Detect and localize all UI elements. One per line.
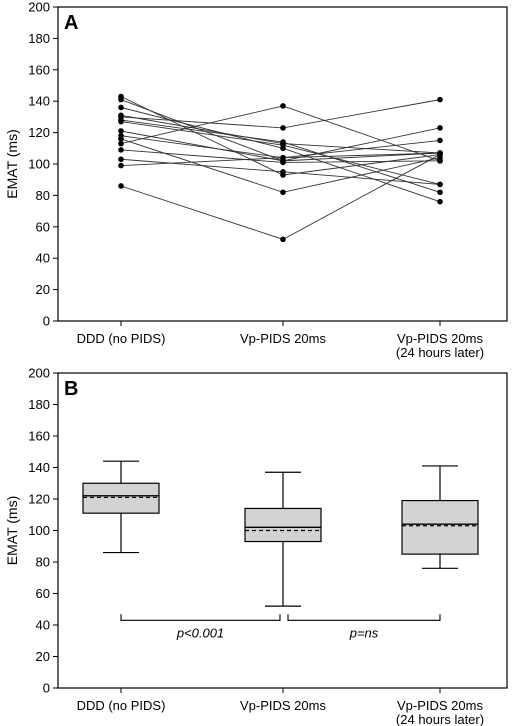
box-2 — [401, 465, 479, 569]
iqr-box — [244, 507, 322, 543]
box-1 — [244, 471, 322, 607]
y-axis-label: EMAT (ms) — [4, 496, 20, 565]
x-tick-label: DDD (no PIDS) — [77, 331, 166, 346]
y-tick-label: 180 — [28, 397, 50, 412]
series-line — [120, 99, 441, 162]
data-point — [118, 104, 124, 111]
y-tick-label: 160 — [28, 62, 50, 77]
y-tick-label: 20 — [36, 649, 50, 664]
y-tick-label: 100 — [28, 157, 50, 172]
y-tick-label: 120 — [28, 125, 50, 140]
data-point — [437, 198, 443, 205]
x-tick-label: (24 hours later) — [396, 345, 484, 360]
comparison-bracket — [120, 614, 281, 621]
data-point — [437, 96, 443, 103]
y-tick-label: 20 — [36, 282, 50, 297]
y-tick-label: 0 — [43, 681, 50, 696]
y-tick-label: 160 — [28, 429, 50, 444]
data-point — [118, 128, 124, 134]
data-point — [437, 189, 443, 196]
series-line — [120, 119, 441, 193]
data-point — [118, 156, 124, 163]
data-point — [118, 96, 124, 103]
y-tick-label: 180 — [28, 31, 50, 46]
x-tick-label: Vp-PIDS 20ms — [397, 698, 483, 713]
data-point — [437, 158, 443, 164]
y-tick-label: 100 — [28, 523, 50, 538]
x-tick-label: Vp-PIDS 20ms — [240, 698, 326, 713]
y-tick-label: 40 — [36, 251, 50, 266]
data-point — [280, 159, 286, 166]
data-point — [280, 154, 286, 161]
p-value-label: p<0.001 — [176, 625, 224, 640]
panel-letter: A — [64, 12, 78, 34]
y-tick-label: 200 — [28, 366, 50, 381]
data-point — [437, 125, 443, 131]
y-tick-label: 140 — [28, 94, 50, 109]
panel-letter: B — [64, 378, 78, 400]
y-tick-label: 120 — [28, 492, 50, 507]
data-point — [437, 137, 443, 144]
data-point — [118, 147, 124, 153]
data-point — [280, 142, 286, 148]
data-point — [280, 236, 286, 243]
x-tick-label: DDD (no PIDS) — [77, 698, 166, 713]
x-tick-label: (24 hours later) — [396, 712, 484, 726]
x-tick-label: Vp-PIDS 20ms — [240, 331, 326, 346]
panel-b: 0 20 40 60 80 100 120 140 160 180 200 DDD (no PIDS)… — [4, 366, 508, 726]
series-line — [120, 138, 441, 193]
data-point — [118, 118, 124, 125]
box-0 — [82, 460, 160, 554]
data-point — [280, 125, 286, 131]
data-point — [280, 169, 286, 175]
comparison-bracket — [287, 614, 441, 621]
y-tick-label: 200 — [28, 0, 50, 15]
iqr-box — [401, 499, 479, 555]
y-tick-label: 40 — [36, 618, 50, 633]
series-line — [120, 154, 441, 240]
data-point — [437, 151, 443, 158]
data-point — [118, 136, 124, 142]
data-point — [437, 181, 443, 188]
y-tick-label: 80 — [36, 188, 50, 203]
series-line — [120, 105, 441, 162]
y-tick-label: 60 — [36, 586, 50, 601]
y-axis-label: EMAT (ms) — [4, 129, 20, 198]
y-tick-label: 0 — [43, 314, 50, 329]
iqr-box — [82, 482, 160, 514]
data-point — [280, 189, 286, 196]
y-tick-label: 140 — [28, 460, 50, 475]
p-value-label: p=ns — [349, 625, 379, 640]
y-tick-label: 60 — [36, 219, 50, 234]
data-point — [118, 183, 124, 189]
panel-a: 0 20 40 60 80 100 120 140 160 180 200 DDD (no PIDS)… — [4, 0, 508, 360]
y-tick-label: 80 — [36, 555, 50, 570]
data-point — [280, 103, 286, 109]
data-point — [118, 162, 124, 169]
data-point — [118, 140, 124, 147]
x-tick-label: Vp-PIDS 20ms — [397, 331, 483, 346]
